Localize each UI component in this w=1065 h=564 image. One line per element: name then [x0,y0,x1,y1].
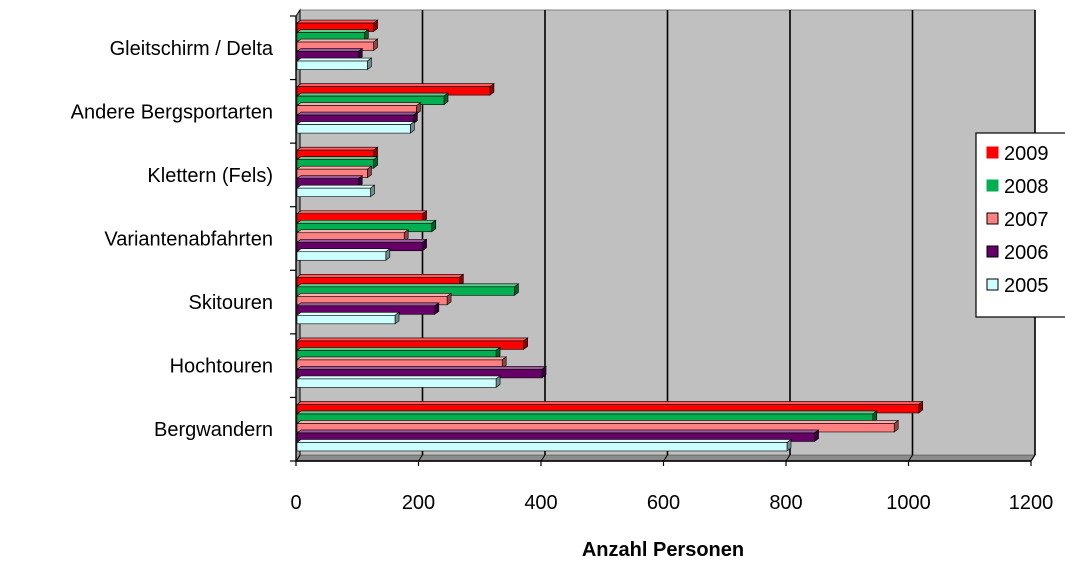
category-label: Bergwandern [154,419,273,441]
legend-label-2007: 2007 [1004,209,1049,231]
gridline-floor [663,454,668,462]
bar-2007 [296,419,900,433]
bar-2005 [296,57,373,71]
x-tick-label: 200 [402,492,435,514]
bar-2008 [296,410,878,424]
bar-2006 [296,302,440,315]
legend-label-2005: 2005 [1004,275,1049,297]
x-tick-label: 400 [524,492,557,514]
bar-2008 [296,92,449,106]
bar-2008 [296,28,370,42]
bar-2008 [296,219,437,233]
x-tick-label: 1000 [886,492,931,514]
gridline-floor [785,454,791,462]
bar-2005 [296,184,376,198]
bar-2006 [296,238,428,252]
category-label: Andere Bergsportarten [71,101,273,123]
bar-2009 [296,273,465,287]
x-axis-title: Anzahl Personen [582,539,744,559]
bar-2005 [296,438,792,452]
gridline-floor [540,454,546,462]
legend-swatch-2007 [986,212,999,225]
bar-2005 [296,311,400,325]
legend-swatch-2005 [986,278,999,291]
gridline-floor [908,454,913,462]
x-tick-label: 800 [769,492,802,514]
x-tick-label: 600 [647,492,680,514]
gridline-floor [1030,454,1036,462]
bar-2007 [296,165,373,179]
bar-2007 [296,38,379,52]
legend-swatch-2009 [986,146,999,159]
bar-2005 [296,248,391,261]
bar-2008 [296,346,501,360]
x-tick-label: 0 [290,492,301,514]
category-label: Skitouren [189,292,274,314]
bar-2009 [296,400,924,414]
legend-label-2006: 2006 [1004,242,1049,264]
category-label: Hochtouren [170,356,273,378]
legend-swatch-2006 [986,245,999,258]
category-label: Variantenabfahrten [104,229,273,251]
bar-2006 [296,429,820,443]
bar-2005 [296,375,501,388]
bar-2009 [296,210,428,223]
category-label: Klettern (Fels) [147,165,273,187]
bar-2008 [296,156,379,169]
x-tick-label: 1200 [1009,492,1054,514]
bar-2006 [296,365,547,379]
bar-2005 [296,121,416,134]
category-label: Gleitschirm / Delta [110,38,274,60]
legend-swatch-2008 [986,179,999,192]
legend-label-2008: 2008 [1004,176,1049,198]
gridline-floor [418,454,423,462]
legend-label-2009: 2009 [1004,143,1049,165]
bar-2006 [296,111,419,125]
